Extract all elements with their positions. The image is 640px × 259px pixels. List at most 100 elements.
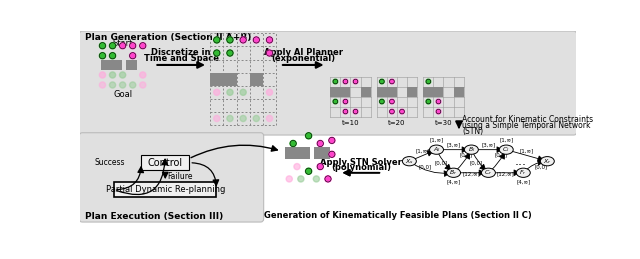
Text: $B_r$: $B_r$	[449, 168, 458, 177]
Text: Success: Success	[94, 158, 125, 167]
Text: Control: Control	[148, 158, 183, 168]
Text: $X_r$: $X_r$	[543, 157, 552, 166]
Circle shape	[436, 109, 441, 114]
Circle shape	[99, 53, 106, 59]
Text: t=10: t=10	[342, 120, 359, 126]
Circle shape	[380, 79, 384, 84]
Text: Discretize in: Discretize in	[152, 48, 211, 57]
Ellipse shape	[499, 145, 513, 154]
Bar	[250, 73, 263, 86]
Circle shape	[333, 99, 338, 104]
Ellipse shape	[447, 168, 461, 177]
Text: Plan Execution (Section III): Plan Execution (Section III)	[84, 212, 223, 220]
Ellipse shape	[403, 157, 417, 166]
Circle shape	[253, 116, 259, 121]
Circle shape	[214, 50, 220, 56]
Circle shape	[290, 140, 296, 147]
Text: [0,0]: [0,0]	[419, 164, 432, 169]
Text: (polynomial): (polynomial)	[331, 163, 391, 172]
Text: t=20: t=20	[388, 120, 406, 126]
Text: $A_l$: $A_l$	[433, 145, 440, 154]
Circle shape	[140, 43, 146, 49]
Bar	[407, 87, 417, 97]
Circle shape	[240, 89, 246, 95]
Bar	[101, 60, 122, 70]
Circle shape	[227, 37, 233, 43]
Text: [12,∞]: [12,∞]	[462, 172, 480, 177]
Circle shape	[325, 176, 331, 182]
Bar	[377, 87, 397, 97]
Circle shape	[129, 82, 136, 88]
Circle shape	[227, 50, 233, 56]
Text: Failure: Failure	[168, 172, 193, 181]
Circle shape	[305, 168, 312, 174]
Circle shape	[99, 72, 106, 78]
Circle shape	[294, 163, 300, 170]
Circle shape	[266, 50, 273, 56]
Text: $X_s$: $X_s$	[405, 157, 413, 166]
Circle shape	[240, 116, 246, 121]
Text: [3,∞]: [3,∞]	[447, 142, 461, 147]
Ellipse shape	[465, 145, 478, 154]
Circle shape	[99, 43, 106, 49]
Text: Plan Generation (Section II A+B): Plan Generation (Section II A+B)	[84, 33, 251, 42]
Text: [1,∞]: [1,∞]	[416, 148, 430, 153]
FancyBboxPatch shape	[114, 182, 216, 197]
Text: [1,∞]: [1,∞]	[520, 148, 534, 153]
Circle shape	[266, 37, 273, 43]
Circle shape	[329, 151, 335, 157]
Text: [4,∞]: [4,∞]	[447, 179, 461, 184]
Circle shape	[353, 79, 358, 84]
Ellipse shape	[429, 145, 444, 154]
Circle shape	[313, 176, 319, 182]
Text: using a Simple Temporal Network: using a Simple Temporal Network	[462, 121, 591, 130]
Circle shape	[390, 79, 394, 84]
Circle shape	[140, 82, 146, 88]
Circle shape	[214, 89, 220, 95]
Text: ...: ...	[515, 155, 527, 168]
Circle shape	[140, 72, 146, 78]
Text: Time and Space: Time and Space	[143, 54, 219, 63]
FancyBboxPatch shape	[141, 155, 189, 170]
Circle shape	[343, 79, 348, 84]
Circle shape	[353, 109, 358, 114]
Text: [0,0]: [0,0]	[460, 152, 473, 157]
Circle shape	[266, 89, 273, 95]
Circle shape	[390, 99, 394, 104]
Circle shape	[390, 109, 394, 114]
Text: [0,0]: [0,0]	[535, 164, 548, 169]
Text: Apply AI Planner: Apply AI Planner	[264, 48, 342, 57]
Circle shape	[305, 133, 312, 139]
Text: $C_l$: $C_l$	[502, 145, 510, 154]
Text: Apply STN Solver: Apply STN Solver	[320, 157, 402, 167]
Circle shape	[343, 109, 348, 114]
Circle shape	[129, 43, 136, 49]
Bar	[285, 147, 310, 159]
Bar	[125, 60, 136, 70]
Circle shape	[109, 53, 116, 59]
Circle shape	[380, 99, 384, 104]
Text: (STN): (STN)	[462, 127, 483, 136]
Bar	[454, 87, 463, 97]
Circle shape	[227, 89, 233, 95]
Circle shape	[400, 109, 404, 114]
Text: Start: Start	[113, 39, 133, 48]
Text: [3,∞]: [3,∞]	[482, 142, 496, 147]
Bar	[210, 73, 237, 86]
Circle shape	[240, 37, 246, 43]
Text: Account for Kinematic Constraints: Account for Kinematic Constraints	[462, 115, 593, 124]
Circle shape	[109, 72, 116, 78]
Circle shape	[426, 79, 431, 84]
Ellipse shape	[481, 168, 495, 177]
Circle shape	[317, 140, 323, 147]
Circle shape	[109, 43, 116, 49]
Bar	[423, 87, 444, 97]
Text: t=30: t=30	[435, 120, 452, 126]
Text: (exponential): (exponential)	[271, 54, 335, 63]
Ellipse shape	[540, 157, 554, 166]
Text: Partial Dynamic Re-planning: Partial Dynamic Re-planning	[106, 185, 225, 194]
Circle shape	[227, 116, 233, 121]
Text: $F_r$: $F_r$	[520, 168, 527, 177]
Bar	[330, 87, 351, 97]
Text: Goal: Goal	[113, 90, 132, 99]
